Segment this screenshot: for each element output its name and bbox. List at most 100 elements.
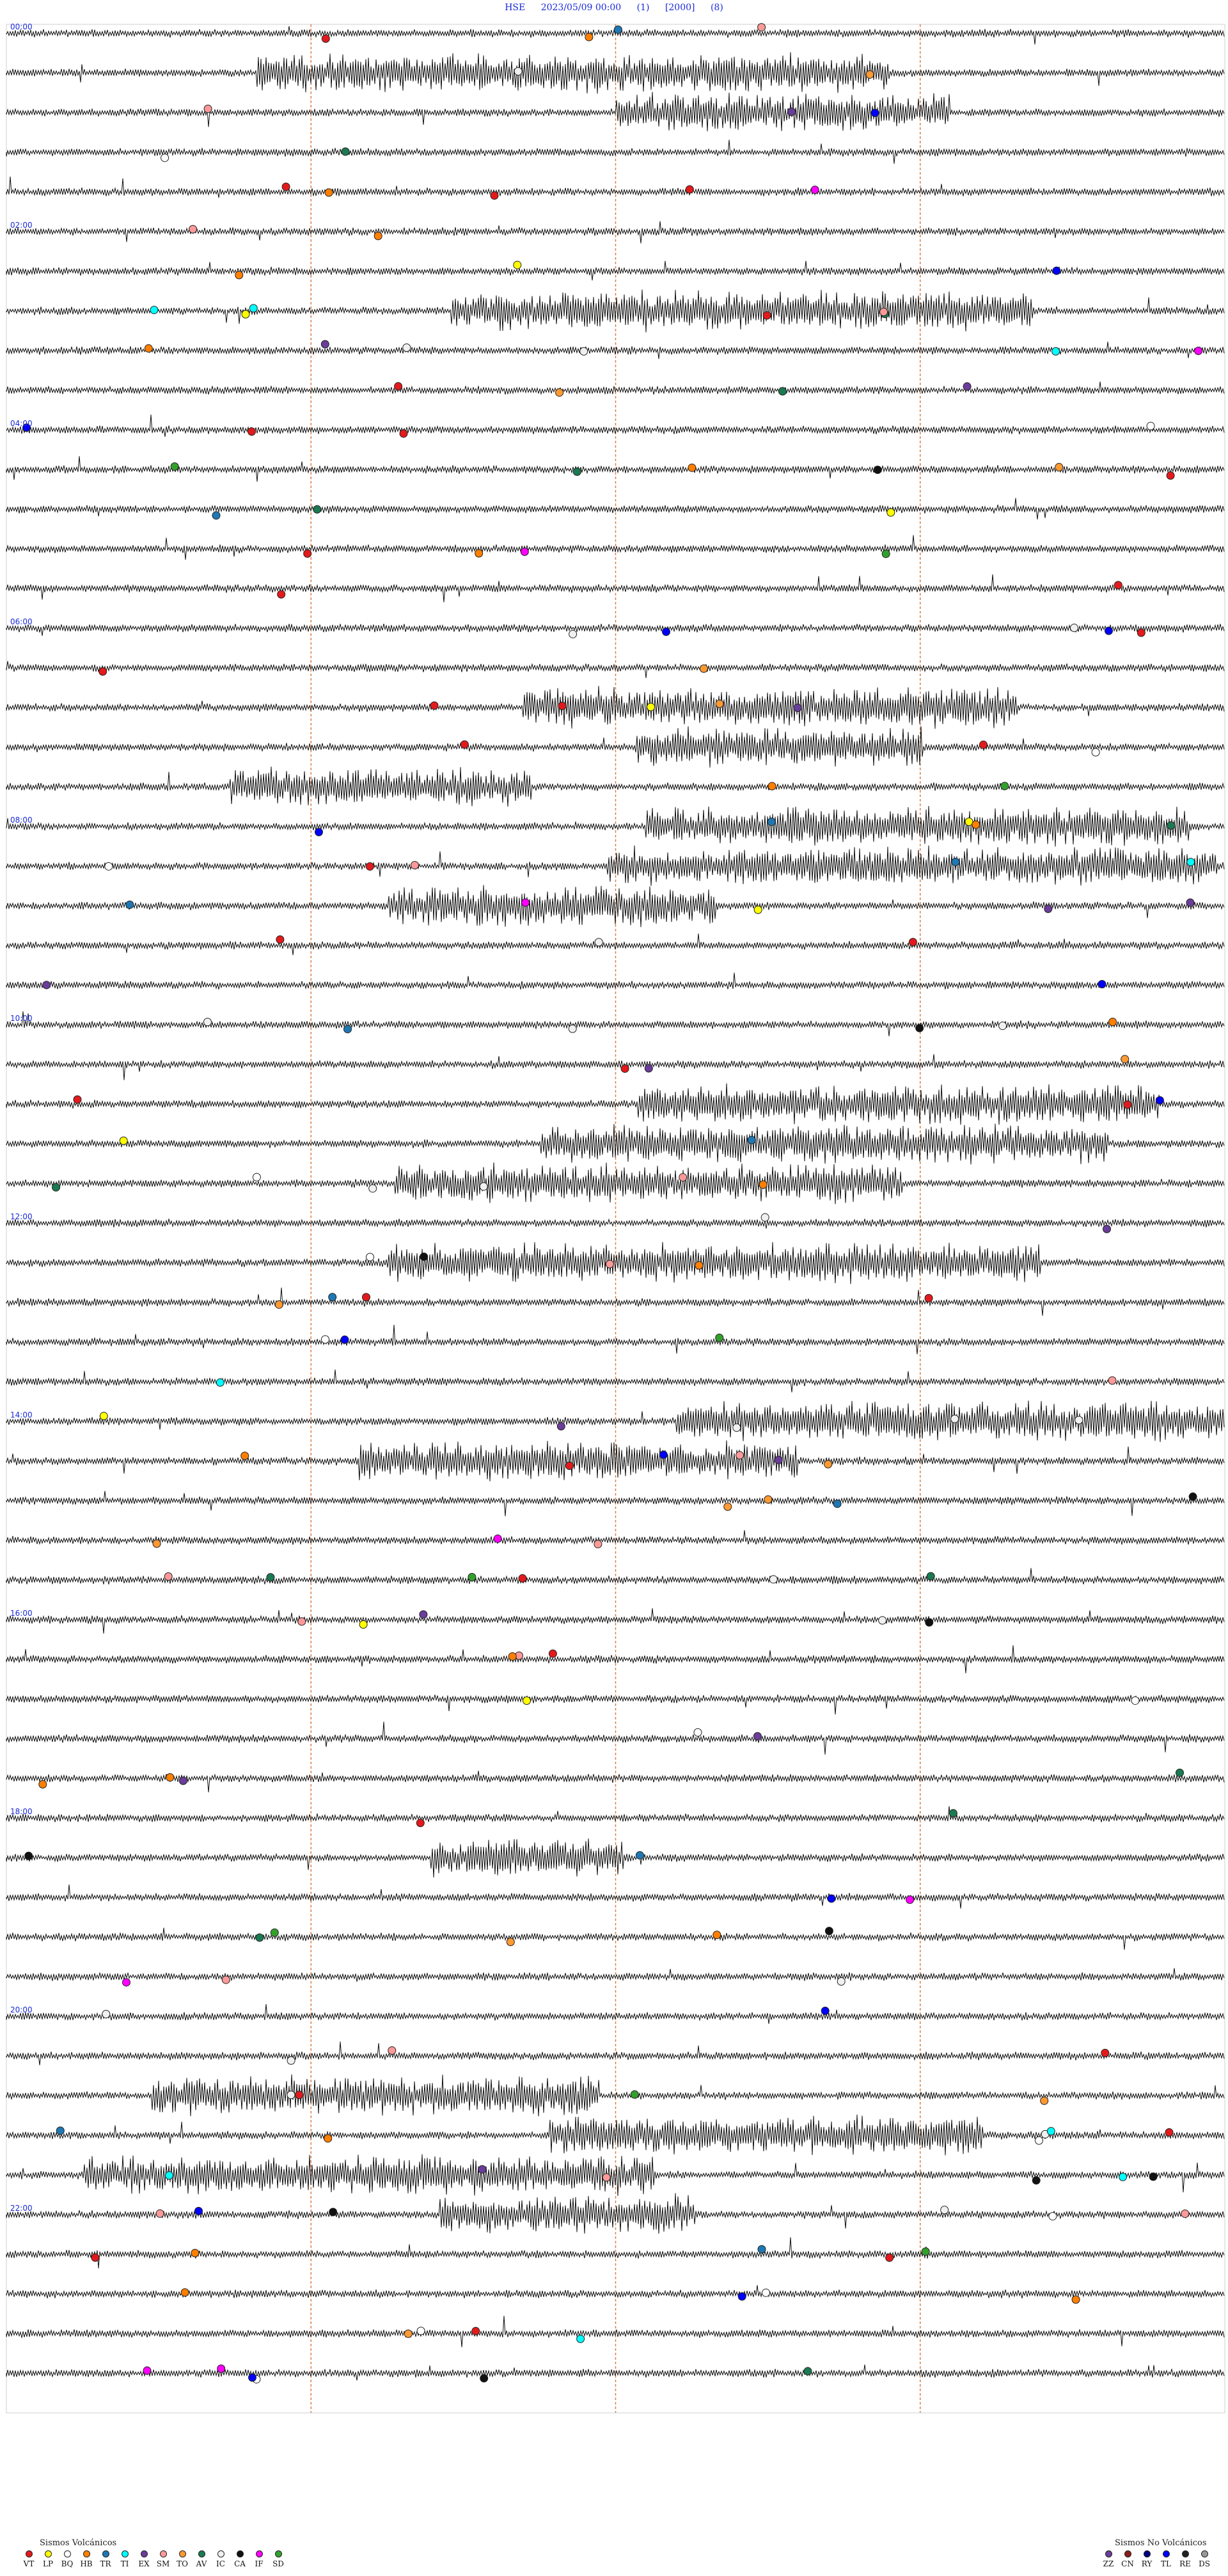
event-marker <box>295 2090 304 2099</box>
volcanic-legend-marker <box>83 2550 90 2557</box>
nonvolcanic-legend-item-zz: ZZ <box>1099 2550 1118 2568</box>
volcanic-legend-item-ic: IC <box>211 2550 230 2568</box>
event-marker <box>324 2134 333 2143</box>
event-marker <box>1119 2172 1128 2181</box>
event-marker <box>388 2046 397 2055</box>
event-marker <box>180 2288 189 2297</box>
event-marker <box>119 1136 128 1145</box>
nonvolcanic-legend-label: TL <box>1161 2559 1171 2568</box>
nonvolcanic-legend-item-ds: DS <box>1195 2550 1214 2568</box>
seismic-trace <box>6 885 1225 928</box>
volcanic-legend-item-lp: LP <box>38 2550 58 2568</box>
helicorder-plot: 00:00 02:00 04:00 06:00 08:00 10:00 12:00 14:00… <box>6 22 1225 2414</box>
event-marker <box>576 2334 585 2343</box>
volcanic-legend-item-ex: EX <box>134 2550 154 2568</box>
seismic-trace <box>6 1884 1225 1909</box>
event-marker <box>274 1300 283 1309</box>
event-marker <box>102 2010 111 2019</box>
time-label: 22:00 <box>10 2204 33 2213</box>
seismic-trace <box>6 933 1225 956</box>
seismic-trace <box>6 26 1225 45</box>
volcanic-legend-marker <box>236 2550 244 2557</box>
time-label: 18:00 <box>10 1807 33 1816</box>
volcanic-legend-marker <box>25 2550 33 2557</box>
event-marker <box>925 1618 934 1627</box>
seismic-trace <box>6 1645 1225 1673</box>
seismic-trace <box>6 1218 1225 1229</box>
event-marker <box>908 938 917 947</box>
event-marker <box>324 188 333 197</box>
seismic-trace <box>6 2193 1225 2234</box>
event-marker <box>715 1333 724 1342</box>
event-marker <box>402 343 411 352</box>
event-marker <box>688 463 697 472</box>
event-marker <box>762 311 771 320</box>
seismic-trace <box>6 1287 1225 1316</box>
event-marker <box>321 1335 329 1344</box>
event-marker <box>1114 581 1122 590</box>
date-time: 2023/05/09 00:00 <box>540 3 622 13</box>
seismic-trace <box>6 139 1225 164</box>
event-marker <box>879 308 888 317</box>
seismic-trace <box>6 2237 1225 2269</box>
seismic-trace <box>6 1721 1225 1755</box>
event-marker <box>374 232 382 241</box>
volcanic-legend-title: Sismos Volcánicos <box>40 2538 117 2548</box>
time-label: 14:00 <box>10 1410 33 1419</box>
event-marker <box>1188 1492 1197 1501</box>
volcanic-legend-marker <box>121 2550 129 2557</box>
seismic-trace <box>6 1242 1225 1284</box>
volcanic-legend-label: LP <box>42 2559 54 2568</box>
nonvolcanic-legend-title: Sismos No Volcánicos <box>1115 2538 1207 2548</box>
time-label: 04:00 <box>10 419 33 428</box>
chart-header: HSE 2023/05/09 00:00 (1) [2000] (8) <box>0 0 1228 17</box>
volcanic-legend-marker <box>274 2550 282 2557</box>
seismic-trace <box>6 845 1225 886</box>
event-marker <box>343 1025 352 1034</box>
event-marker <box>150 306 159 315</box>
event-marker <box>635 1851 644 1860</box>
event-marker <box>520 548 529 557</box>
event-marker <box>460 740 469 749</box>
event-marker <box>1055 462 1064 471</box>
event-marker <box>161 154 169 162</box>
volcanic-legend-label: EX <box>138 2559 150 2568</box>
time-label: 06:00 <box>10 617 33 626</box>
volcanic-legend-item-ca: CA <box>230 2550 249 2568</box>
event-marker <box>270 1928 279 1937</box>
event-marker <box>594 1540 602 1549</box>
event-marker <box>1046 2127 1055 2136</box>
event-marker <box>194 2206 203 2215</box>
seismic-trace <box>6 1927 1225 1950</box>
event-marker <box>320 340 329 349</box>
event-marker <box>212 511 221 520</box>
event-marker <box>630 2090 639 2099</box>
event-marker <box>1074 1416 1083 1425</box>
event-marker <box>321 34 330 43</box>
event-marker <box>723 1502 732 1511</box>
event-marker <box>821 2006 830 2015</box>
event-marker <box>166 1773 175 1782</box>
nonvolcanic-legend-item-cn: CN <box>1118 2550 1137 2568</box>
event-marker <box>1166 471 1175 480</box>
nonvolcanic-legend: ZZ CN RY TL RE DS <box>1099 2550 1214 2568</box>
event-marker <box>1052 266 1061 275</box>
event-marker <box>22 423 31 432</box>
event-marker <box>767 818 776 826</box>
time-label: 02:00 <box>10 221 33 230</box>
event-marker <box>287 2056 295 2065</box>
event-marker <box>329 2208 338 2216</box>
event-marker <box>38 1780 47 1789</box>
event-marker <box>951 857 960 866</box>
event-marker <box>468 1572 476 1581</box>
nonvolcanic-legend-marker <box>1124 2550 1131 2557</box>
volcanic-legend-item-to: TO <box>173 2550 192 2568</box>
seismic-trace <box>6 260 1225 281</box>
event-marker <box>555 388 564 397</box>
event-marker <box>170 462 179 471</box>
event-marker <box>1091 748 1100 757</box>
event-marker <box>585 33 594 42</box>
event-marker <box>235 271 244 280</box>
event-marker <box>1044 905 1053 913</box>
event-marker <box>1048 2212 1057 2221</box>
